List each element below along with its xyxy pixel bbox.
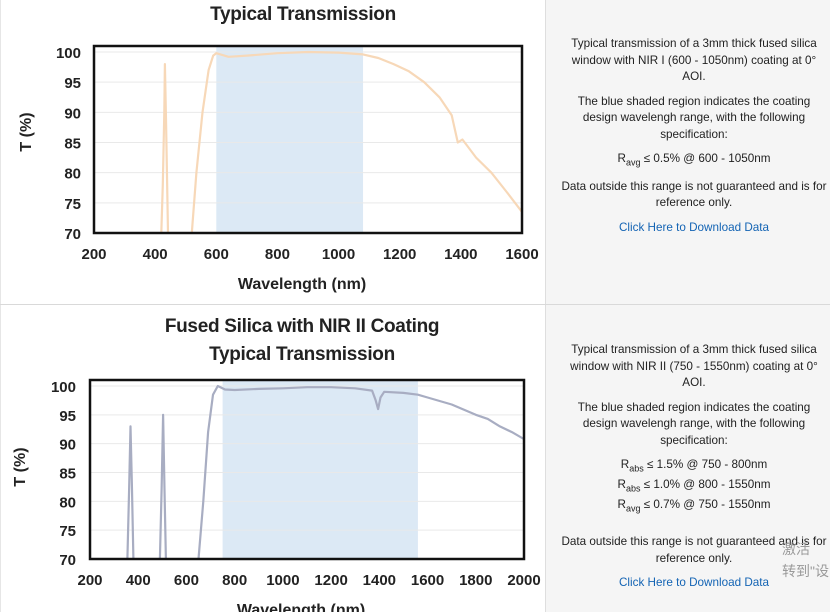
chart-title: Typical Transmission (209, 344, 395, 365)
chart-title: Fused Silica with NIR II Coating (165, 316, 439, 337)
transmission-curve (190, 50, 522, 233)
y-tick-label: 95 (64, 75, 81, 92)
y-tick-label: 75 (64, 196, 81, 213)
y-tick-label: 70 (59, 552, 76, 569)
shaded-region-note: The blue shaded region indicates the coa… (577, 400, 811, 447)
x-tick-label: 1600 (411, 572, 444, 589)
download-data-link[interactable]: Click Here to Download Data (618, 576, 770, 590)
y-tick-label: 85 (59, 466, 76, 483)
y-tick-label: 100 (51, 379, 76, 396)
transmission-chart-nir-i: Typical Transmission 70 75 80 85 90 95 100 200 40… (18, 4, 539, 293)
y-tick-label: 90 (59, 437, 76, 454)
product-row-nir-i: Typical Transmission 70 75 80 85 90 95 100 200 40… (0, 0, 830, 305)
x-tick-label: 800 (222, 572, 247, 589)
spec-line: Rabs ≤ 1.5% @ 750 - 800nm (620, 458, 768, 474)
coating-design-range-shade (222, 380, 418, 559)
info-panel: Typical transmission of a 3mm thick fuse… (545, 305, 830, 612)
x-tick-label: 200 (77, 572, 102, 589)
x-tick-label: 1000 (266, 572, 299, 589)
y-tick-label: 80 (59, 494, 76, 511)
x-tick-label: 800 (265, 246, 290, 263)
x-tick-label: 1400 (444, 246, 477, 263)
x-tick-label: 600 (174, 572, 199, 589)
description-text: Typical transmission of a 3mm thick fuse… (571, 37, 817, 83)
x-tick-label: 1600 (505, 246, 538, 263)
disclaimer-text: Data outside this range is not guarantee… (561, 535, 827, 565)
y-axis-label: T (%) (18, 112, 35, 151)
spec-line: Ravg ≤ 0.7% @ 750 - 1550nm (617, 497, 771, 513)
x-tick-label: 1800 (459, 572, 492, 589)
y-tick-label: 85 (64, 136, 81, 153)
x-tick-label: 1200 (383, 246, 416, 263)
description-text: Typical transmission of a 3mm thick fuse… (570, 343, 818, 389)
transmission-curve (160, 62, 170, 233)
info-panel: Typical transmission of a 3mm thick fuse… (545, 0, 830, 305)
x-tick-label: 1400 (363, 572, 396, 589)
shaded-region-note: The blue shaded region indicates the coa… (577, 94, 811, 141)
x-tick-label: 2000 (507, 572, 540, 589)
x-tick-label: 1200 (314, 572, 347, 589)
plot-frame (92, 44, 524, 235)
transmission-curve (197, 384, 524, 559)
x-axis-label: Wavelength (nm) (237, 602, 365, 612)
disclaimer-text: Data outside this range is not guarantee… (561, 179, 827, 210)
spec-line: Ravg ≤ 0.5% @ 600 - 1050nm (617, 152, 771, 168)
spec-lines: Rabs ≤ 1.5% @ 750 - 800nm Rabs ≤ 1.0% @ … (560, 457, 828, 516)
download-data-link[interactable]: Click Here to Download Data (618, 220, 770, 234)
y-tick-label: 75 (59, 523, 76, 540)
product-row-nir-ii: Fused Silica with NIR II Coating Typical … (0, 304, 830, 612)
y-axis-label: T (%) (12, 447, 29, 486)
transmission-chart-nir-ii: Fused Silica with NIR II Coating Typical … (12, 316, 541, 612)
info-content: Typical transmission of a 3mm thick fuse… (560, 36, 828, 236)
chart-title: Typical Transmission (210, 4, 396, 25)
transmission-curve (158, 413, 167, 559)
y-tick-label: 100 (56, 45, 81, 62)
info-content: Typical transmission of a 3mm thick fuse… (560, 342, 828, 592)
transmission-curve (126, 425, 135, 559)
x-axis-label: Wavelength (nm) (238, 276, 366, 293)
spec-line: Rabs ≤ 1.0% @ 800 - 1550nm (617, 477, 771, 494)
x-tick-label: 400 (143, 246, 168, 263)
y-tick-label: 90 (64, 105, 81, 122)
x-tick-label: 1000 (322, 246, 355, 263)
y-tick-label: 95 (59, 408, 76, 425)
chart-panel: Typical Transmission 70 75 80 85 90 95 100 200 40… (0, 0, 546, 305)
chart-panel: Fused Silica with NIR II Coating Typical … (0, 305, 546, 612)
y-tick-label: 70 (64, 226, 81, 243)
x-tick-label: 600 (204, 246, 229, 263)
plot-frame (88, 378, 526, 561)
x-tick-label: 400 (126, 572, 151, 589)
coating-design-range-shade (216, 46, 364, 233)
x-tick-label: 200 (81, 246, 106, 263)
y-tick-label: 80 (64, 166, 81, 183)
